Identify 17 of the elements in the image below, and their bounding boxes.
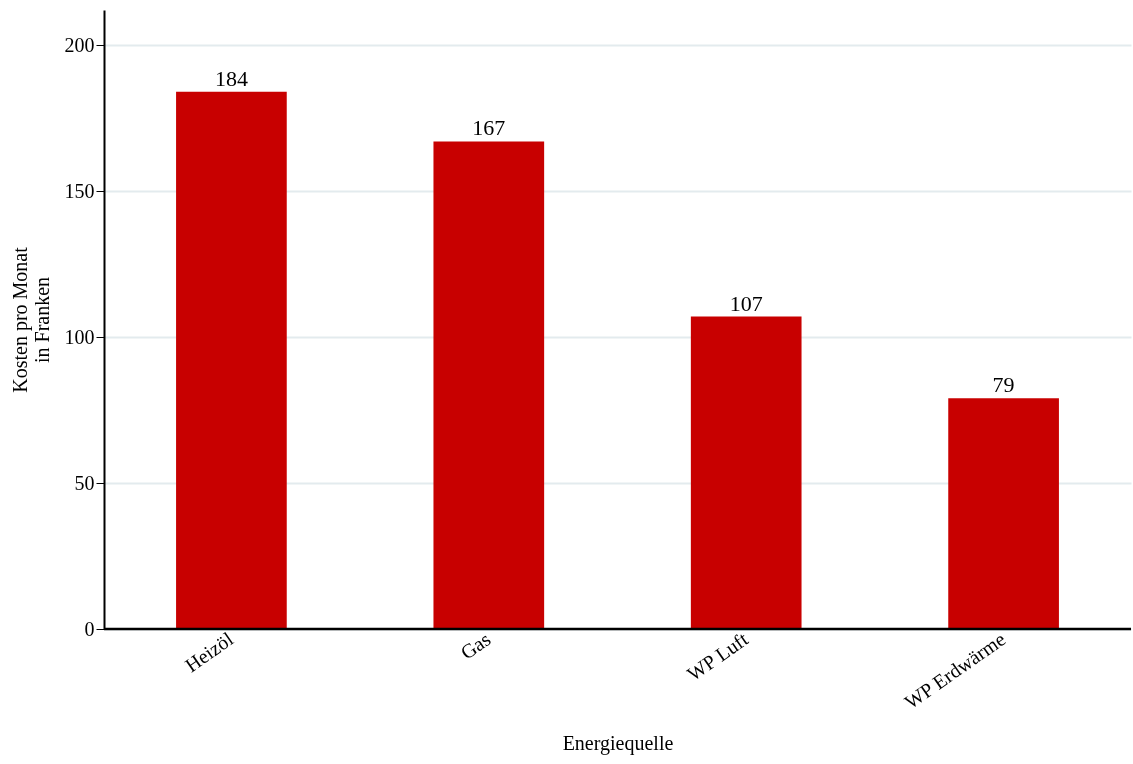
data-label: 184: [214, 65, 248, 91]
x-tick-label: WP Luft: [683, 627, 753, 686]
bar: [948, 398, 1059, 629]
y-tick-label: 0: [84, 617, 95, 640]
y-tick-label: 200: [64, 33, 95, 56]
x-tick-label: Gas: [456, 627, 495, 664]
y-tick-label: 50: [74, 471, 95, 494]
bar: [433, 141, 545, 629]
x-axis-title: Energiequelle: [562, 731, 674, 755]
y-tick-label: 100: [64, 325, 95, 348]
y-tick-label: 150: [64, 179, 95, 202]
bar: [176, 91, 287, 629]
y-axis-title: Kosten pro Monat in Franken: [8, 246, 53, 393]
data-label: 167: [472, 115, 506, 141]
data-label: 107: [729, 290, 763, 316]
bar: [690, 316, 802, 629]
data-label: 79: [992, 372, 1015, 398]
